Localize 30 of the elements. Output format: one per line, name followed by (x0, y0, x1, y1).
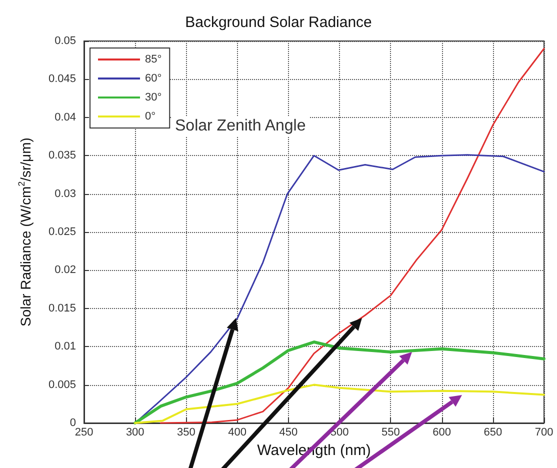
y-tick-label: 0.035 (48, 150, 76, 162)
y-tick-label: 0.015 (48, 302, 76, 314)
x-tick-label: 600 (432, 426, 451, 438)
x-tick-label: 700 (534, 426, 554, 438)
y-tick-label: 0.05 (54, 35, 76, 47)
y-tick-label: 0 (70, 417, 76, 429)
legend-label: 0° (145, 110, 156, 122)
x-tick-label: 250 (74, 426, 94, 438)
y-tick-label: 0.045 (48, 73, 76, 86)
x-tick-label: 450 (279, 426, 298, 438)
y-tick-label: 0.03 (54, 188, 76, 200)
x-tick-label: 400 (228, 426, 247, 438)
line-series (160, 48, 545, 424)
x-tick-label: 550 (381, 426, 400, 438)
legend-label: 60° (145, 72, 162, 84)
y-tick-label: 0.005 (48, 378, 76, 391)
y-tick-label: 0.01 (54, 340, 76, 353)
y-tick-label: 0.025 (48, 226, 76, 238)
legend-label: 85° (145, 54, 162, 66)
x-tick-label: 350 (177, 426, 196, 438)
y-axis-title: Solar Radiance (W/cm2/sr/μm) (16, 138, 34, 326)
chart-title: Background Solar Radiance (185, 14, 372, 31)
x-tick-label: 300 (126, 426, 144, 438)
line-series (134, 340, 546, 424)
legend-label: 30° (145, 92, 162, 104)
y-tick-label: 0.02 (54, 264, 76, 276)
y-tick-label: 0.04 (54, 111, 76, 124)
x-tick-label: 650 (484, 426, 502, 438)
legend-title: Solar Zenith Angle (175, 118, 306, 134)
line-series (134, 384, 545, 424)
